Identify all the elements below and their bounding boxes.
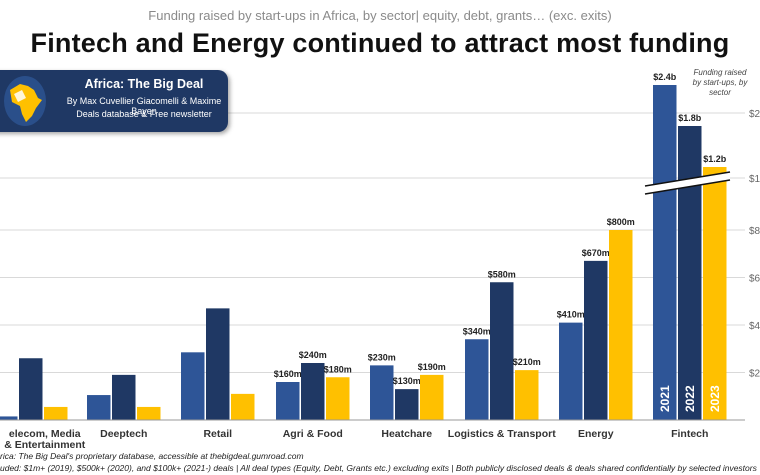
bar-2023 bbox=[137, 406, 161, 420]
bar-2023 bbox=[703, 167, 727, 420]
bar-2021 bbox=[276, 382, 300, 420]
data-label: $2.4b bbox=[653, 72, 677, 82]
data-label: $160m bbox=[274, 369, 302, 379]
bar-2022 bbox=[206, 308, 230, 420]
bar-2023 bbox=[44, 406, 68, 420]
data-label: $180m bbox=[324, 364, 352, 374]
chart-title: Fintech and Energy continued to attract … bbox=[30, 28, 730, 58]
bar-2023 bbox=[515, 370, 539, 420]
bar-2021 bbox=[559, 322, 583, 420]
bar-2022 bbox=[584, 260, 608, 420]
x-category-label: Logistics & Transport bbox=[448, 428, 556, 440]
methodology-note: uded: $1m+ (2019), $500k+ (2020), and $1… bbox=[0, 463, 757, 473]
axis-break-line bbox=[644, 171, 731, 187]
x-category-label: Agri & Food bbox=[283, 428, 343, 440]
data-label: $230m bbox=[368, 352, 396, 362]
bar-2022 bbox=[490, 282, 514, 420]
brand-badge[interactable]: Africa: The Big Deal By Max Cuvellier Gi… bbox=[0, 70, 228, 132]
data-label: $1.8b bbox=[678, 113, 702, 123]
bar-2021 bbox=[370, 365, 394, 420]
axis-break-line bbox=[644, 179, 731, 195]
bar-2021 bbox=[181, 352, 205, 420]
y-tick-label: $60 bbox=[749, 274, 760, 285]
bar-2022 bbox=[395, 389, 419, 420]
bar-2022 bbox=[112, 374, 136, 420]
bar-2021 bbox=[465, 339, 489, 420]
badge-newsletter-link[interactable]: Deals database & Free newsletter bbox=[76, 109, 212, 119]
chart-subtitle: Funding raised by start-ups in Africa, b… bbox=[148, 8, 612, 23]
badge-authors: By Max Cuvellier Giacomelli & Maxime Bay… bbox=[66, 96, 222, 116]
x-category-label: Heatchare bbox=[381, 428, 432, 440]
in-bar-year-label: 2022 bbox=[683, 385, 697, 412]
data-label: $240m bbox=[299, 350, 327, 360]
y-tick-label: $1 bbox=[749, 174, 760, 185]
africa-map-logo-icon bbox=[4, 76, 46, 126]
x-category-label: elecom, Media bbox=[9, 428, 81, 440]
data-label: $580m bbox=[488, 269, 516, 279]
bar-2023 bbox=[326, 377, 350, 420]
x-category-label: Deeptech bbox=[100, 428, 147, 440]
data-label: $190m bbox=[418, 362, 446, 372]
data-label: $130m bbox=[393, 376, 421, 386]
bar-2021 bbox=[0, 416, 18, 420]
bar-2021 bbox=[653, 85, 677, 420]
bar-2021 bbox=[87, 395, 111, 420]
data-label: $210m bbox=[513, 357, 541, 367]
in-bar-year-label: 2021 bbox=[658, 385, 672, 412]
y-tick-label: $80 bbox=[749, 226, 760, 237]
bar-2022 bbox=[301, 363, 325, 420]
x-category-label: & Entertainment bbox=[4, 439, 86, 451]
bar-2023 bbox=[609, 230, 633, 420]
axis-note: Funding raised by start-ups, by sector bbox=[692, 68, 748, 97]
y-tick-label: $20 bbox=[749, 369, 760, 380]
x-category-label: Energy bbox=[578, 428, 614, 440]
axis-break bbox=[645, 172, 730, 194]
data-label: $1.2b bbox=[703, 154, 727, 164]
bar-2022 bbox=[19, 358, 43, 420]
y-tick-label: $2 bbox=[749, 109, 760, 120]
y-tick-label: $40 bbox=[749, 321, 760, 332]
x-category-label: Retail bbox=[203, 428, 232, 440]
data-label: $800m bbox=[607, 217, 635, 227]
source-note: rica: The Big Deal's proprietary databas… bbox=[0, 451, 304, 461]
data-label: $410m bbox=[557, 310, 585, 320]
bar-2023 bbox=[420, 374, 444, 420]
data-label: $340m bbox=[463, 326, 491, 336]
bar-2023 bbox=[231, 393, 255, 420]
bar-2022 bbox=[678, 126, 702, 420]
data-label: $670m bbox=[582, 248, 610, 258]
x-category-label: Fintech bbox=[671, 428, 708, 440]
in-bar-year-label: 2023 bbox=[708, 385, 722, 412]
badge-name: Africa: The Big Deal bbox=[84, 77, 204, 91]
